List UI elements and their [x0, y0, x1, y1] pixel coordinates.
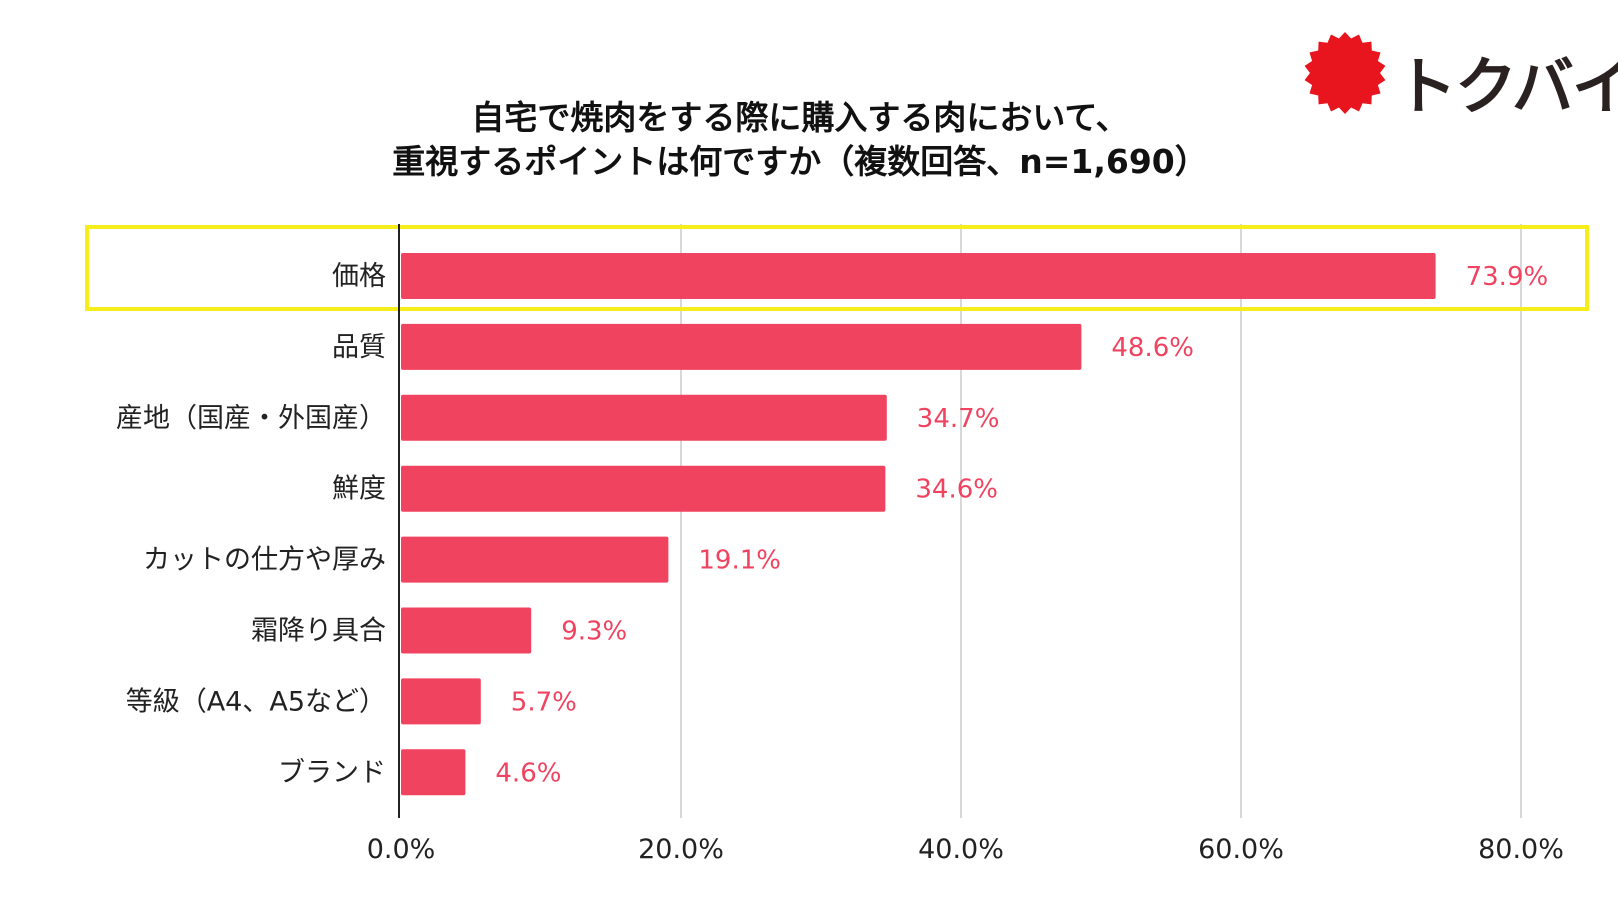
category-label: カットの仕方や厚み [143, 545, 386, 576]
category-label: 品質 [332, 332, 386, 363]
chart-title-line-1: 自宅で焼肉をする際に購入する肉において、 [471, 98, 1129, 137]
category-label: 鮮度 [332, 474, 386, 505]
category-label: 産地（国産・外国産） [116, 403, 386, 434]
bars [401, 253, 1436, 796]
x-tick-label: 20.0% [638, 834, 724, 865]
bar [401, 394, 887, 441]
x-tick-label: 60.0% [1198, 834, 1284, 865]
bar [401, 536, 669, 583]
value-label: 73.9% [1466, 262, 1549, 292]
logo-text: トクバイ [1395, 50, 1618, 123]
category-label: 等級（A4、A5など） [126, 686, 386, 717]
bar [401, 253, 1436, 299]
value-label: 34.6% [915, 475, 998, 505]
bar [401, 465, 886, 512]
tokubai-logo: トクバイ [1300, 28, 1618, 123]
highlight-box [85, 225, 1589, 311]
x-tick-labels: 0.0% 20.0% 40.0% 60.0% 80.0% [367, 834, 1564, 865]
value-label: 34.7% [917, 404, 1000, 434]
bar [401, 678, 481, 725]
starburst-badge-icon [1304, 32, 1386, 114]
value-label: 5.7% [511, 687, 577, 717]
chart-title-line-2: 重視するポイントは何ですか（複数回答、n=1,690） [392, 142, 1208, 181]
bar [401, 607, 532, 654]
bar [401, 323, 1082, 370]
category-label: 価格 [332, 261, 386, 292]
value-label: 4.6% [495, 758, 561, 788]
grid-lines [680, 224, 1522, 818]
category-label: 霜降り具合 [251, 616, 386, 647]
value-label: 9.3% [561, 617, 627, 647]
category-label: ブランド [278, 757, 386, 788]
x-tick-label: 80.0% [1478, 834, 1564, 865]
value-labels: 73.9% 48.6% 34.7% 34.6% 19.1% 9.3% 5.7% 4.6% [495, 262, 1548, 788]
x-tick-label: 0.0% [367, 834, 436, 865]
value-label: 48.6% [1111, 333, 1194, 363]
value-label: 19.1% [698, 546, 781, 576]
chart-title: 自宅で焼肉をする際に購入する肉において、 重視するポイントは何ですか（複数回答、… [300, 96, 1300, 184]
bar [401, 749, 466, 796]
x-tick-label: 40.0% [918, 834, 1004, 865]
